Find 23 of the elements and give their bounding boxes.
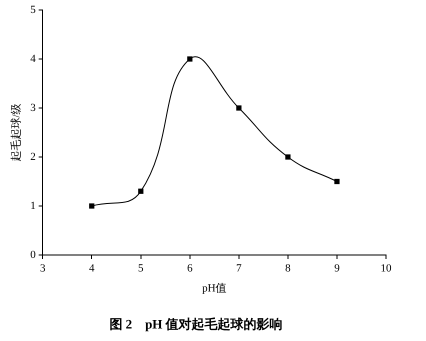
y-tick-label: 4 xyxy=(30,52,36,65)
point xyxy=(187,56,192,62)
point xyxy=(285,154,291,160)
point xyxy=(89,203,94,209)
point xyxy=(236,105,242,111)
y-tick-label: 0 xyxy=(30,248,36,261)
x-tick-label: 8 xyxy=(285,262,292,274)
y-tick-label: 3 xyxy=(30,102,36,114)
x-tick-label: 3 xyxy=(40,262,46,274)
y-tick-label: 5 xyxy=(30,4,36,16)
y-tick-label: 2 xyxy=(30,150,36,163)
x-axis-title: pH值 xyxy=(202,282,227,295)
x-tick-label: 10 xyxy=(380,262,392,274)
x-tick-label: 6 xyxy=(187,262,194,274)
x-tick-label: 4 xyxy=(88,262,95,274)
y-tick-label: 1 xyxy=(30,200,36,212)
text: 图 2 pH 值对起毛起球的影响 xyxy=(109,316,283,332)
point xyxy=(138,188,144,194)
x-tick-label: 9 xyxy=(334,262,340,274)
y-axis-title: 起毛起球/级 xyxy=(9,103,22,162)
x-tick-label: 7 xyxy=(236,262,242,274)
x-tick-label: 5 xyxy=(138,262,144,274)
point xyxy=(334,178,340,184)
